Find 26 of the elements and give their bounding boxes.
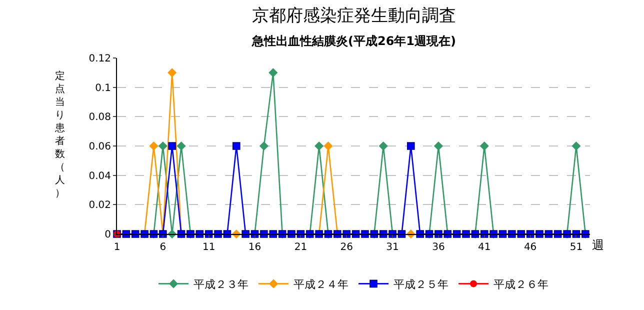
x-axis-title: 週 [592, 238, 604, 252]
y-tick-label: 0.12 [88, 54, 111, 64]
legend-label: 平成２６年 [494, 278, 548, 291]
x-tick-label: 41 [478, 242, 491, 253]
chart-title: 京都府感染症発生動向調査 [252, 6, 456, 26]
x-tick-label: 46 [524, 242, 537, 253]
y-tick-label: 0.02 [88, 200, 111, 212]
y-tick-label: 0 [104, 230, 111, 240]
y-tick-label: 0.1 [95, 82, 111, 94]
x-tick-label: 6 [160, 242, 166, 253]
x-tick-label: 11 [202, 242, 216, 253]
y-tick-label: 0.06 [88, 142, 111, 152]
x-tick-label: 16 [248, 242, 262, 253]
legend-label: 平成２３年 [194, 278, 248, 291]
x-tick-label: 26 [340, 242, 353, 253]
x-tick-label: 51 [570, 242, 583, 253]
y-tick-label: 0.08 [88, 112, 111, 124]
x-tick-label: 1 [114, 242, 120, 253]
legend-label: 平成２５年 [394, 278, 448, 291]
legend-label: 平成２４年 [294, 278, 348, 291]
text: 定点当り患者数（人） [55, 71, 65, 199]
x-tick-label: 36 [432, 242, 445, 253]
x-tick-label: 21 [294, 242, 308, 253]
chart-subtitle: 急性出血性結膜炎(平成26年1週現在) [251, 34, 456, 48]
x-tick-label: 31 [386, 242, 399, 253]
y-tick-label: 0.04 [88, 170, 111, 182]
